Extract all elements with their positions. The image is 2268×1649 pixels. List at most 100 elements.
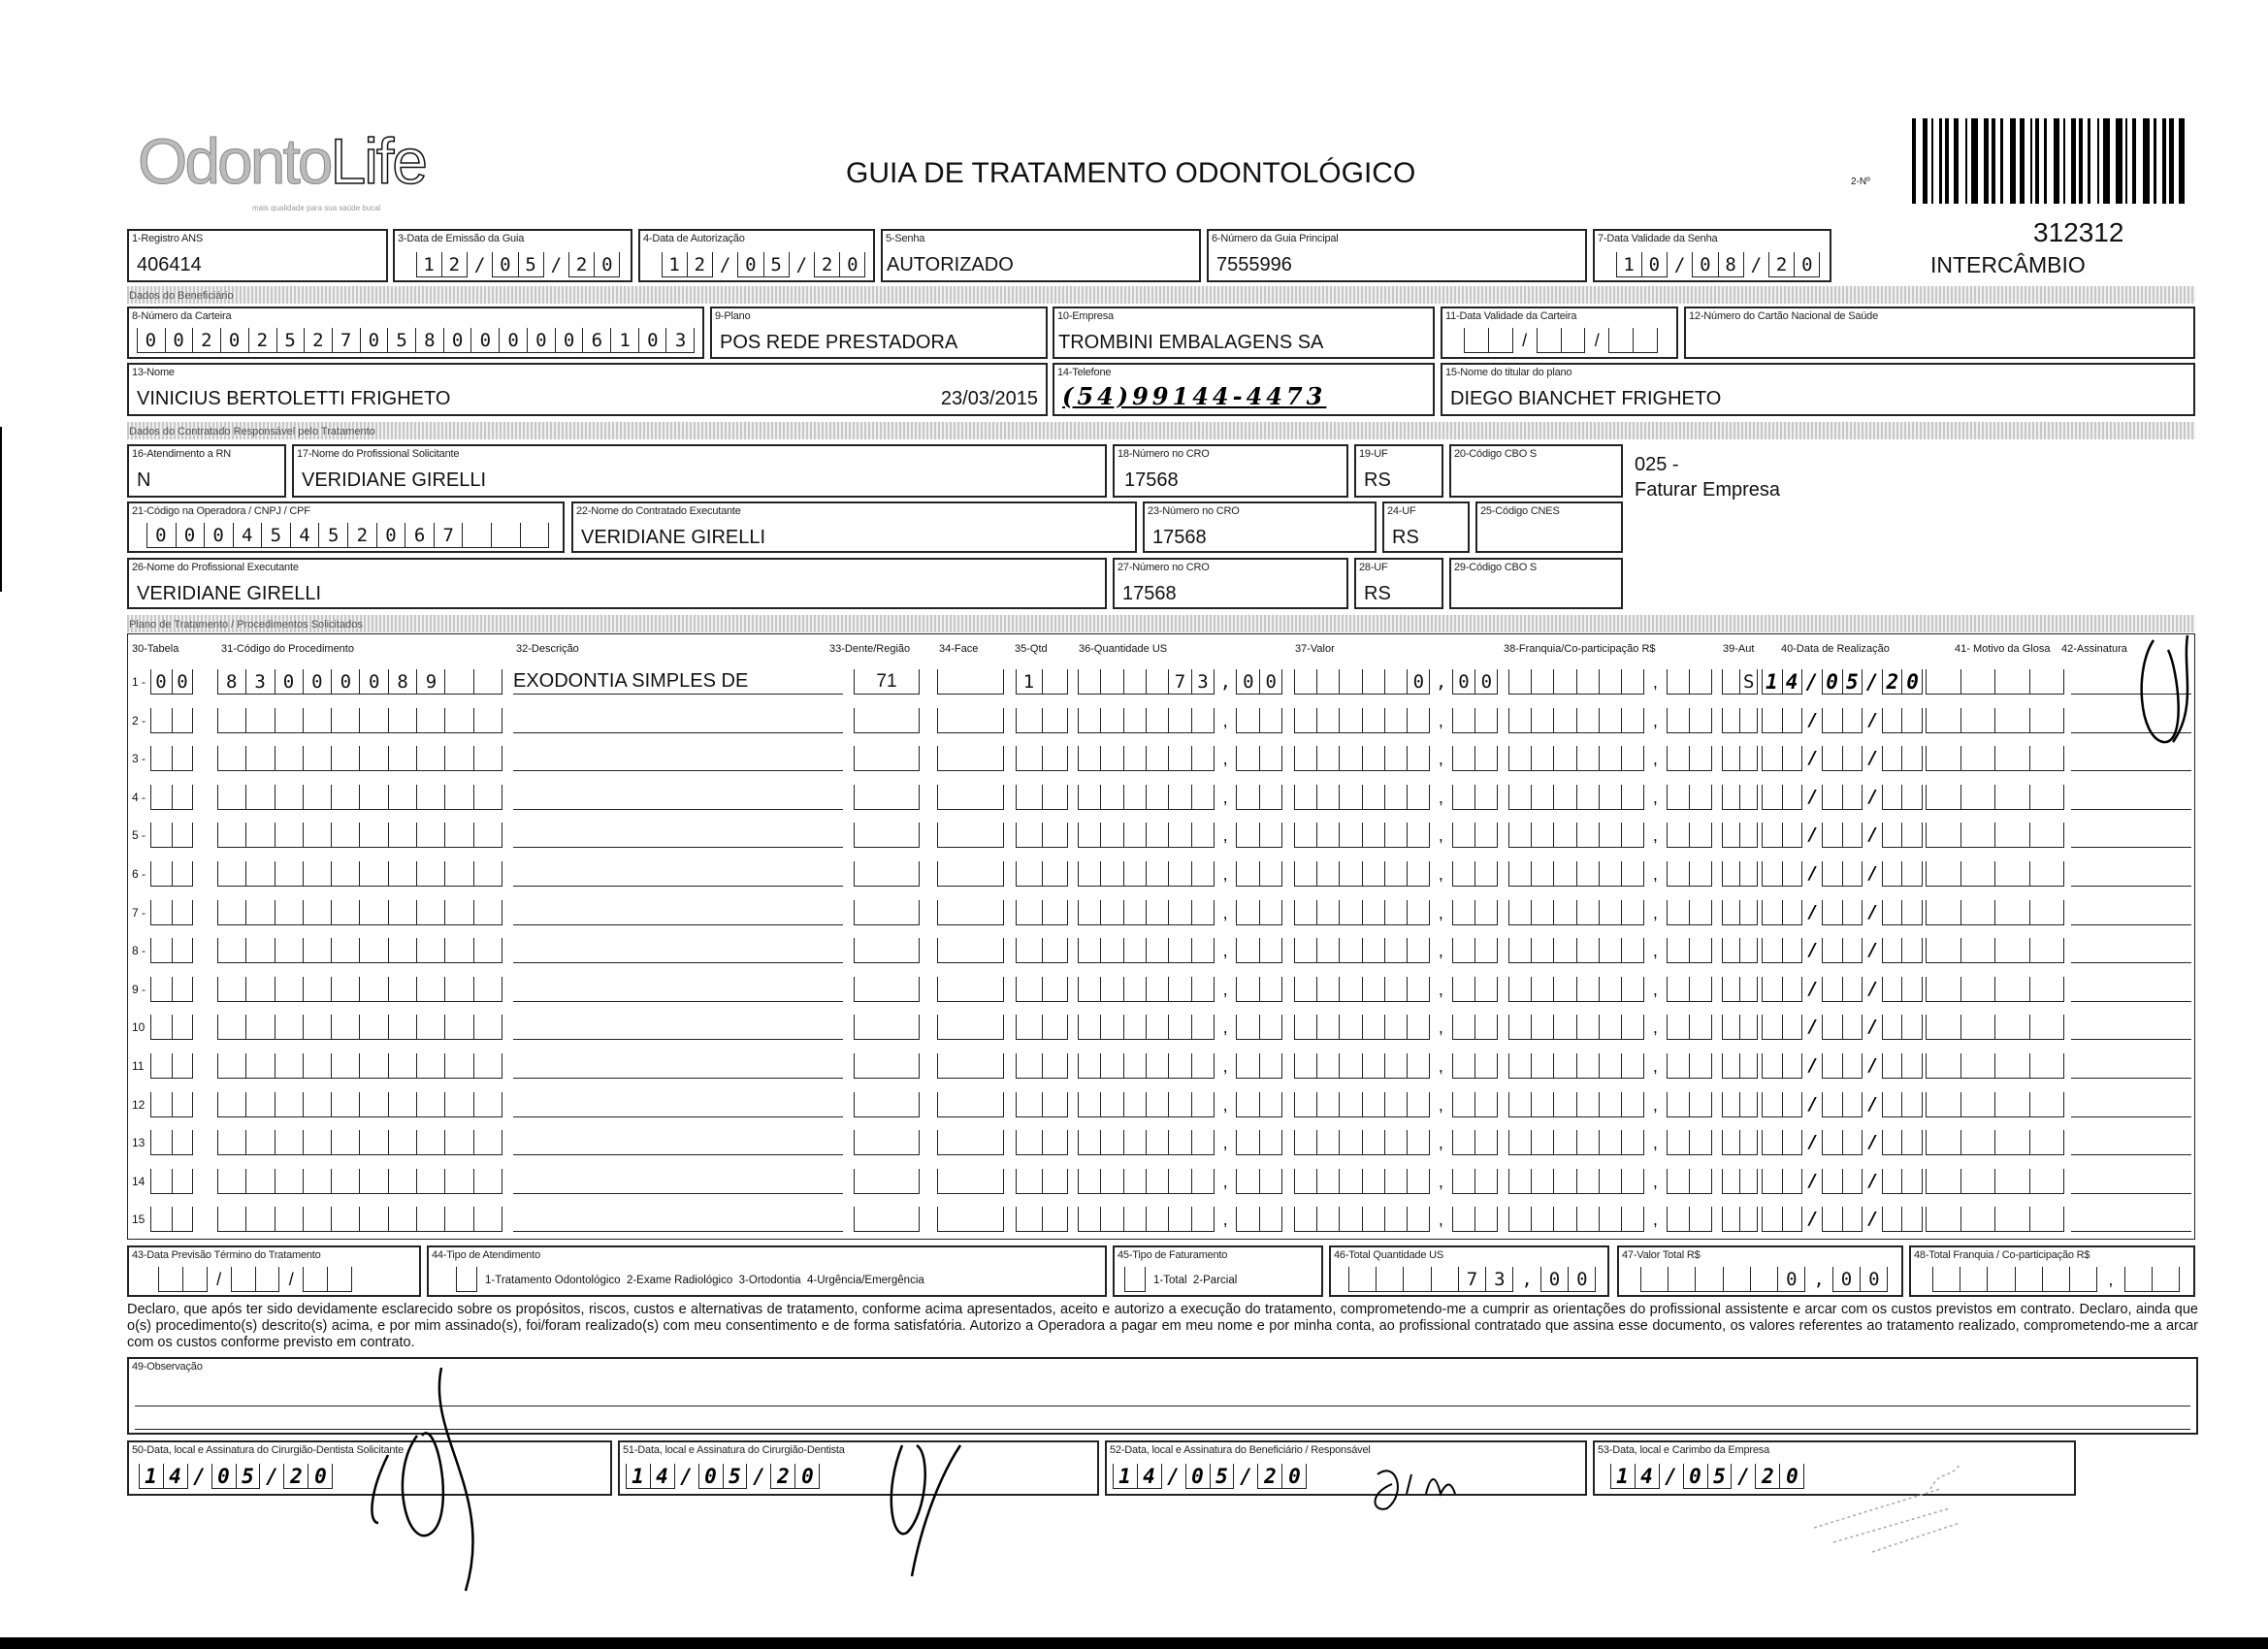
- cell-assin[interactable]: [2071, 785, 2191, 810]
- cell-data[interactable]: / /: [1762, 976, 1923, 1002]
- cell-face[interactable]: [937, 1207, 1004, 1233]
- cell-qtd[interactable]: [1016, 1015, 1068, 1041]
- cell-franquia[interactable]: ,: [1508, 938, 1712, 964]
- cell-descricao[interactable]: [513, 938, 843, 964]
- cell-assin[interactable]: [2071, 1092, 2191, 1117]
- cell-valor[interactable]: ,: [1294, 1168, 1498, 1194]
- cell-dente[interactable]: [854, 861, 920, 887]
- cell-franquia[interactable]: ,: [1508, 823, 1712, 849]
- cell-glosa[interactable]: [1926, 746, 2064, 772]
- cell-data[interactable]: / /: [1762, 861, 1923, 887]
- cell-codigo[interactable]: [217, 938, 502, 964]
- cell-dente[interactable]: [854, 784, 920, 810]
- cell-aut[interactable]: [1722, 1053, 1758, 1079]
- cell-aut[interactable]: [1722, 899, 1758, 925]
- cell-glosa[interactable]: [1926, 823, 2064, 849]
- cell-descricao[interactable]: [513, 1092, 843, 1117]
- cell-qtd[interactable]: [1016, 1130, 1068, 1156]
- cell-aut[interactable]: [1722, 1015, 1758, 1041]
- cell-face[interactable]: [937, 1015, 1004, 1041]
- cell-franquia[interactable]: ,: [1508, 784, 1712, 810]
- cell-qtd[interactable]: [1016, 784, 1068, 810]
- cell-descricao[interactable]: [513, 1169, 843, 1194]
- cell-valor[interactable]: ,: [1294, 938, 1498, 964]
- cell-valor[interactable]: ,: [1294, 784, 1498, 810]
- cell-descricao[interactable]: EXODONTIA SIMPLES DE: [513, 669, 843, 695]
- cell-qtdus[interactable]: ,: [1078, 1130, 1282, 1156]
- cell-tabela[interactable]: [150, 707, 193, 733]
- cell-codigo[interactable]: [217, 1015, 502, 1041]
- cell-tabela[interactable]: [150, 1130, 193, 1156]
- cell-descricao[interactable]: [513, 708, 843, 733]
- cell-franquia[interactable]: ,: [1508, 707, 1712, 733]
- cell-qtdus[interactable]: ,: [1078, 1015, 1282, 1041]
- cell-tabela[interactable]: [150, 899, 193, 925]
- cell-franquia[interactable]: ,: [1508, 899, 1712, 925]
- cell-tabela[interactable]: 00: [150, 669, 193, 695]
- cell-glosa[interactable]: [1926, 669, 2064, 695]
- cell-franquia[interactable]: ,: [1508, 1168, 1712, 1194]
- cell-assin[interactable]: [2071, 1207, 2191, 1233]
- cell-data[interactable]: / /: [1762, 784, 1923, 810]
- cell-glosa[interactable]: [1926, 1091, 2064, 1117]
- cell-glosa[interactable]: [1926, 1168, 2064, 1194]
- cell-codigo[interactable]: [217, 1053, 502, 1079]
- cell-tabela[interactable]: [150, 938, 193, 964]
- cell-descricao[interactable]: [513, 823, 843, 849]
- cell-tabela[interactable]: [150, 784, 193, 810]
- cell-dente[interactable]: [854, 976, 920, 1002]
- cell-franquia[interactable]: ,: [1508, 1091, 1712, 1117]
- cell-aut[interactable]: [1722, 1130, 1758, 1156]
- cell-dente[interactable]: [854, 746, 920, 772]
- cell-assin[interactable]: [2071, 977, 2191, 1002]
- cell-valor[interactable]: ,: [1294, 976, 1498, 1002]
- cell-valor[interactable]: 0,00: [1294, 669, 1498, 695]
- cell-codigo[interactable]: [217, 861, 502, 887]
- cell-assin[interactable]: [2071, 1053, 2191, 1079]
- cell-qtdus[interactable]: ,: [1078, 899, 1282, 925]
- cell-qtdus[interactable]: ,: [1078, 823, 1282, 849]
- cell-face[interactable]: [937, 861, 1004, 887]
- cell-qtd[interactable]: [1016, 1053, 1068, 1079]
- cell-franquia[interactable]: ,: [1508, 1207, 1712, 1233]
- cell-assin[interactable]: [2071, 900, 2191, 925]
- cell-tabela[interactable]: [150, 823, 193, 849]
- cell-tabela[interactable]: [150, 1168, 193, 1194]
- cell-qtd[interactable]: [1016, 861, 1068, 887]
- cell-aut[interactable]: [1722, 707, 1758, 733]
- cell-glosa[interactable]: [1926, 1207, 2064, 1233]
- cell-dente[interactable]: [854, 899, 920, 925]
- cell-tabela[interactable]: [150, 976, 193, 1002]
- cell-dente[interactable]: [854, 1091, 920, 1117]
- cell-face[interactable]: [937, 938, 1004, 964]
- cell-qtd[interactable]: [1016, 823, 1068, 849]
- cell-valor[interactable]: ,: [1294, 823, 1498, 849]
- cell-descricao[interactable]: [513, 1207, 843, 1233]
- cell-franquia[interactable]: ,: [1508, 746, 1712, 772]
- cell-dente[interactable]: [854, 938, 920, 964]
- tipo-faturamento-input[interactable]: [1124, 1267, 1146, 1292]
- cell-assin[interactable]: [2071, 746, 2191, 772]
- cell-qtdus[interactable]: ,: [1078, 1091, 1282, 1117]
- cell-assin[interactable]: [2071, 1130, 2191, 1156]
- cell-tabela[interactable]: [150, 1053, 193, 1079]
- cell-qtd[interactable]: [1016, 976, 1068, 1002]
- cell-aut[interactable]: [1722, 1207, 1758, 1233]
- field-observacao[interactable]: 49-Observação: [127, 1357, 2198, 1435]
- cell-valor[interactable]: ,: [1294, 1130, 1498, 1156]
- cell-qtdus[interactable]: 73,00: [1078, 669, 1282, 695]
- cell-qtd[interactable]: [1016, 1168, 1068, 1194]
- cell-assin[interactable]: [2071, 708, 2191, 733]
- cell-valor[interactable]: ,: [1294, 899, 1498, 925]
- cell-face[interactable]: [937, 669, 1004, 695]
- cell-qtd[interactable]: [1016, 1207, 1068, 1233]
- cell-qtd[interactable]: [1016, 1091, 1068, 1117]
- cell-aut[interactable]: [1722, 1091, 1758, 1117]
- cell-descricao[interactable]: [513, 977, 843, 1002]
- cell-data[interactable]: / /: [1762, 1207, 1923, 1233]
- cell-face[interactable]: [937, 1053, 1004, 1079]
- cell-tabela[interactable]: [150, 1207, 193, 1233]
- cell-face[interactable]: [937, 746, 1004, 772]
- cell-assin[interactable]: [2071, 669, 2191, 695]
- cell-descricao[interactable]: [513, 746, 843, 772]
